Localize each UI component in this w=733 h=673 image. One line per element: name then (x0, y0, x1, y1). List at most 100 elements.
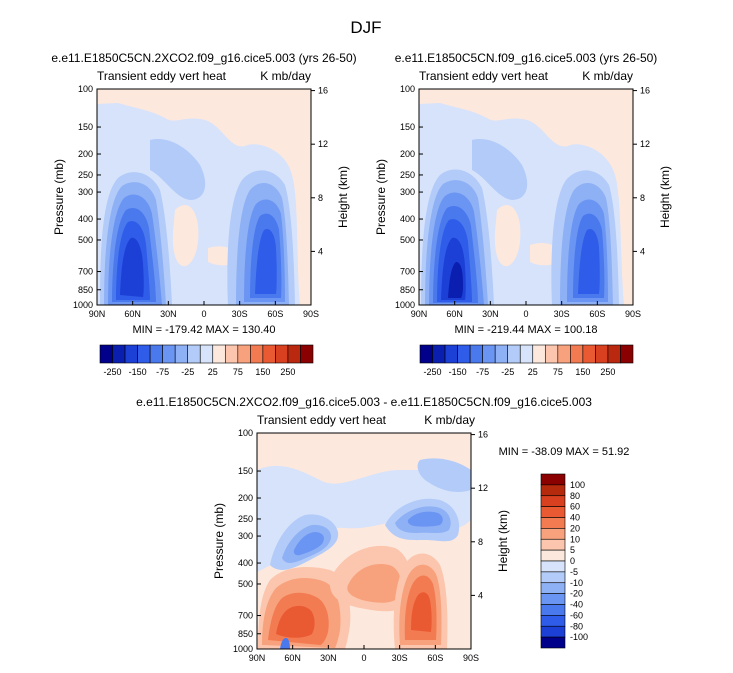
colorbar-label: -25 (501, 367, 514, 377)
panel-3-nh-positive-level-4 (276, 605, 315, 638)
panel-1-upper-tropic-band (150, 139, 206, 200)
panel-1-nh-cell-level-6 (120, 237, 144, 297)
height-tick-label: 8 (640, 193, 645, 203)
pressure-tick-label: 250 (400, 170, 415, 180)
panel-2-title: e.e11.E1850C5CN.f09_g16.cice5.003 (yrs 2… (395, 51, 658, 65)
pressure-tick-label: 850 (400, 285, 415, 295)
panel-2-nh-cell-level-7 (448, 262, 463, 298)
latitude-tick-label: 0 (361, 653, 366, 663)
pressure-tick-label: 300 (78, 187, 93, 197)
pressure-tick-label: 850 (238, 629, 253, 639)
panel-1-sh-cell (227, 170, 295, 305)
panel-3-axes: 100 150 200 250 300 400 500 700 850 1000 16 12 8 4 90N… (212, 428, 510, 663)
panel-1-title: e.e11.E1850C5CN.2XCO2.f09_g16.cice5.003 … (51, 51, 356, 65)
colorbar-swatch (540, 636, 566, 649)
colorbar-swatch (540, 517, 566, 529)
colorbar-swatch (532, 344, 546, 364)
colorbar-swatch (494, 344, 509, 364)
colorbar-swatch (540, 484, 566, 497)
pressure-tick-label: 200 (238, 493, 253, 503)
colorbar-swatch (250, 344, 264, 364)
colorbar-swatch (540, 549, 566, 562)
latitude-tick-label: 90N (89, 309, 106, 319)
pressure-tick-label: 1000 (233, 644, 253, 654)
y-axis-label: Pressure (mb) (374, 159, 388, 235)
colorbar-label: 150 (255, 367, 270, 377)
height-tick-label: 16 (318, 86, 328, 96)
panel-2-upper-tropic-band (472, 139, 528, 200)
colorbar-label: 25 (528, 367, 538, 377)
latitude-tick-label: 30N (482, 309, 499, 319)
panel-3-left-label: Transient eddy vert heat (257, 413, 387, 427)
colorbar-label: 60 (570, 502, 580, 512)
panel-3-nh-surface-negative (280, 638, 290, 649)
panel-2: e.e11.E1850C5CN.f09_g16.cice5.003 (yrs 2… (374, 51, 672, 336)
height-tick-label: 8 (318, 193, 323, 203)
colorbar-swatch (482, 344, 496, 364)
panel-2-sh-cell (551, 170, 619, 305)
panel-1: e.e11.E1850C5CN.2XCO2.f09_g16.cice5.003 … (51, 51, 356, 336)
colorbar-label: 100 (570, 480, 585, 490)
colorbar-swatch (540, 473, 566, 486)
colorbar-1: -250 -150 -75 -25 25 75 150 250 (99, 344, 314, 377)
panel-3-right-label: K mb/day (424, 413, 475, 427)
colorbar-swatch (174, 344, 189, 364)
panel-3-sh-negative-level-3 (407, 511, 443, 527)
colorbar-label: 20 (570, 523, 580, 533)
latitude-tick-label: 30N (160, 309, 177, 319)
colorbar-swatch (540, 560, 566, 573)
colorbar-label: 80 (570, 491, 580, 501)
colorbar-label: -10 (570, 578, 583, 588)
panel-1-contour-field (97, 89, 311, 305)
colorbar-label: -100 (570, 632, 588, 642)
colorbar-swatch (237, 344, 251, 364)
latitude-tick-label: 0 (523, 309, 528, 319)
colorbar-swatch (149, 344, 163, 364)
colorbar-label: 5 (570, 545, 575, 555)
panel-3: e.e11.E1850C5CN.2XCO2.f09_g16.cice5.003 … (136, 395, 629, 663)
panel-3-nh-negative-level-3 (293, 532, 324, 556)
panel-1-left-label: Transient eddy vert heat (97, 69, 227, 83)
colorbar-swatch (540, 582, 566, 594)
colorbar-label: -150 (449, 367, 467, 377)
colorbar-swatch (595, 344, 609, 364)
pressure-tick-label: 850 (78, 285, 93, 295)
colorbar-swatch (287, 344, 301, 364)
pressure-tick-label: 500 (400, 235, 415, 245)
colorbar-label: -20 (570, 589, 583, 599)
colorbar-swatch (199, 344, 214, 364)
colorbar-swatch (124, 344, 138, 364)
colorbar-label: -150 (129, 367, 147, 377)
pressure-tick-label: 700 (238, 611, 253, 621)
colorbar-swatch (187, 344, 201, 364)
pressure-tick-label: 150 (238, 466, 253, 476)
latitude-tick-label: 90S (463, 653, 479, 663)
colorbar-label: 75 (233, 367, 243, 377)
pressure-tick-label: 300 (400, 187, 415, 197)
colorbar-swatch (457, 344, 471, 364)
panel-2-positive-band-upper (419, 89, 633, 305)
colorbar-label: 0 (570, 556, 575, 566)
panel-2-positive-blob-mid (494, 205, 521, 267)
colorbar-swatch (519, 344, 534, 364)
colorbar-swatch (419, 344, 433, 364)
colorbar-swatch (607, 344, 621, 364)
colorbar-swatch (540, 615, 566, 627)
pressure-tick-label: 200 (400, 149, 415, 159)
colorbar-swatch (540, 495, 566, 507)
latitude-tick-label: 30S (554, 309, 570, 319)
panel-3-upper-negative-band (257, 465, 471, 572)
height-tick-label: 12 (318, 139, 328, 149)
colorbar-swatch (582, 344, 596, 364)
colorbar-label: 10 (570, 534, 580, 544)
panel-1-right-label: K mb/day (260, 69, 311, 83)
colorbar-label: 40 (570, 513, 580, 523)
latitude-tick-label: 0 (201, 309, 206, 319)
colorbar-label: 250 (600, 367, 615, 377)
latitude-tick-label: 90N (411, 309, 428, 319)
colorbar-swatch (540, 625, 566, 638)
colorbar-swatch (540, 538, 566, 551)
pressure-tick-label: 200 (78, 149, 93, 159)
pressure-tick-label: 1000 (73, 300, 93, 310)
